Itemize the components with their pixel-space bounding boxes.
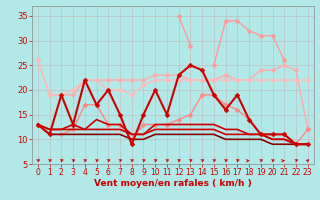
X-axis label: Vent moyen/en rafales ( km/h ): Vent moyen/en rafales ( km/h ) [94,179,252,188]
